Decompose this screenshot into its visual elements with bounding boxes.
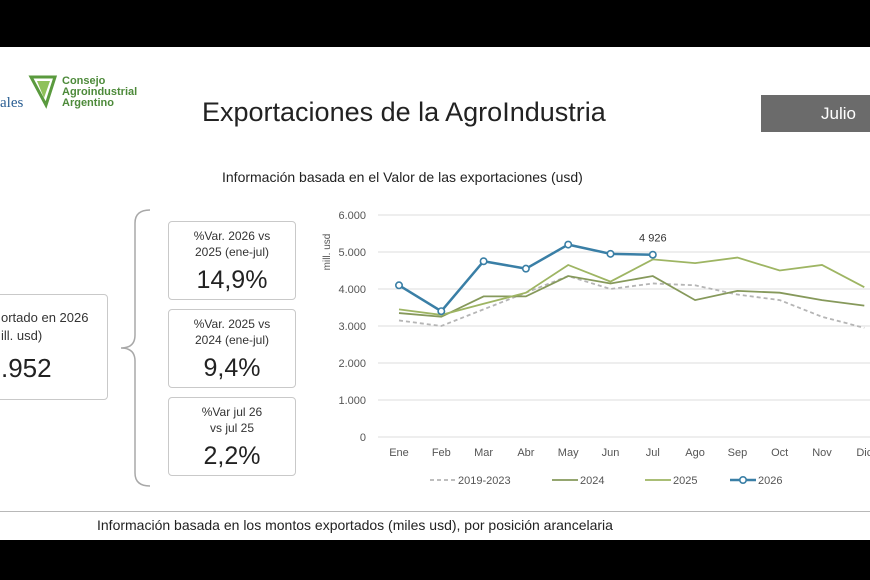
logo-text: Consejo Agroindustrial Argentino [62,76,137,109]
stat-card-var-2025: %Var. 2025 vs 2024 (ene-jul) 9,4% [168,309,296,388]
x-tick-label: Nov [812,447,832,459]
legend-label: 2019-2023 [458,475,511,487]
stat-label: %Var. 2026 vs 2025 (ene-jul) [169,228,295,260]
data-point-2026 [437,307,446,316]
footer-divider [0,511,870,512]
logo-line: Agroindustrial [62,86,138,98]
label-line: %Var. 2026 vs [193,229,271,243]
y-tick-label: 3.000 [338,321,366,333]
label-line: %Var jul 26 [201,405,263,419]
label-line: ortado en 2026 [1,310,89,325]
footer-note: Información basada en los montos exporta… [97,517,613,533]
month-badge: Julio [761,95,870,132]
y-tick-label: 0 [360,432,366,444]
data-point-2026 [606,249,615,258]
stat-value: 2,2% [203,442,261,470]
stat-card-var-2026: %Var. 2026 vs 2025 (ene-jul) 14,9% [168,221,296,300]
y-axis-label: mill. usd [322,234,333,271]
label-line: %Var. 2025 vs [193,317,271,331]
x-tick-label: Ago [685,447,705,459]
legend-label: 2025 [673,475,697,487]
label-line: 2024 (ene-jul) [194,333,270,347]
data-point-2026 [479,257,488,266]
x-tick-label: Feb [432,447,451,459]
logo-prefix-text: ales [0,95,24,111]
slide: ales Consejo Agroindustrial Argentino Ex… [0,47,870,540]
data-point-2026 [521,264,530,273]
label-line: ill. usd) [1,328,43,343]
y-tick-label: 4.000 [338,284,366,296]
total-exports-value: .952 [1,353,52,383]
x-tick-label: May [558,447,579,459]
logo-line: Consejo [62,75,106,87]
data-point-2026 [564,240,573,249]
series-line-2019-2023 [398,275,865,329]
series-line-2026 [398,243,653,313]
stat-label: %Var jul 26 vs jul 25 [169,404,295,436]
x-tick-label: Jun [602,447,620,459]
x-tick-label: Abr [517,447,534,459]
label-line: 2025 (ene-jul) [194,245,270,259]
y-tick-label: 6.000 [338,210,366,222]
x-tick-label: Oct [771,447,788,459]
chart-subtitle: Información basada en el Valor de las ex… [222,169,583,185]
series-line-2025 [398,256,865,316]
logo-line: Argentino [62,97,114,109]
exports-line-chart: 0 1.000 2.000 3.000 4.000 5.000 6.000 mill. usd… [322,210,870,487]
x-tick-label: Sep [728,447,748,459]
x-tick-label: Jul [646,447,660,459]
total-exports-card: ortado en 2026 ill. usd) .952 [0,294,108,400]
data-point-2026 [394,281,403,290]
legend-label: 2026 [758,475,782,487]
page-title: Exportaciones de la AgroIndustria [202,97,606,127]
data-point-2026 [648,250,657,259]
label-line: vs jul 25 [209,421,255,435]
stat-card-var-jul: %Var jul 26 vs jul 25 2,2% [168,397,296,476]
total-exports-label: ortado en 2026 ill. usd) [1,309,111,345]
y-tick-label: 1.000 [338,395,366,407]
curly-brace-icon [120,209,151,487]
y-tick-label: 2.000 [338,358,366,370]
stat-value: 14,9% [196,266,268,294]
series-line-2024 [398,275,865,318]
stat-value: 9,4% [203,354,261,382]
stat-label: %Var. 2025 vs 2024 (ene-jul) [169,316,295,348]
x-tick-label: Mar [474,447,493,459]
legend-marker-2026 [738,475,747,484]
x-tick-label: Dic [856,447,870,459]
legend-label: 2024 [580,475,604,487]
data-label: 4 926 [639,233,667,245]
x-tick-label: Ene [389,447,409,459]
y-tick-label: 5.000 [338,247,366,259]
leaf-logo-icon [28,75,58,109]
